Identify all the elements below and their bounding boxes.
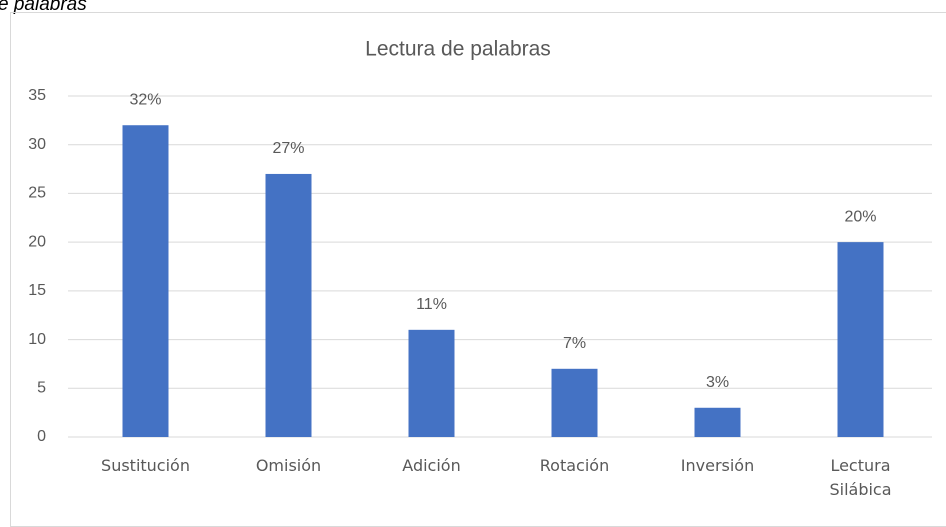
y-tick-label: 10 bbox=[28, 331, 46, 348]
data-label: 20% bbox=[844, 208, 876, 225]
data-label: 27% bbox=[272, 140, 304, 157]
data-label: 3% bbox=[706, 374, 729, 391]
x-tick-label: Inversión bbox=[680, 456, 755, 475]
bar bbox=[551, 368, 598, 437]
y-tick-label: 5 bbox=[37, 380, 46, 397]
caption: e palabras bbox=[0, 0, 87, 15]
data-label: 32% bbox=[129, 91, 161, 108]
bar bbox=[265, 173, 312, 437]
bar bbox=[694, 407, 741, 437]
data-label: 7% bbox=[563, 335, 586, 352]
x-tick-label: Lectura Silábica bbox=[829, 456, 892, 499]
y-tick-label: 15 bbox=[28, 282, 46, 299]
chart-title: Lectura de palabras bbox=[365, 38, 551, 61]
bar bbox=[837, 242, 884, 437]
y-tick-label: 30 bbox=[28, 136, 46, 153]
data-label: 11% bbox=[416, 296, 447, 313]
bar bbox=[408, 329, 455, 437]
y-tick-label: 25 bbox=[28, 185, 46, 202]
bar bbox=[122, 125, 169, 437]
x-tick-label: Omisión bbox=[255, 456, 322, 475]
y-tick-label: 0 bbox=[37, 428, 46, 445]
y-tick-label: 35 bbox=[28, 87, 46, 104]
y-tick-label: 20 bbox=[28, 233, 46, 250]
x-tick-label: Adición bbox=[402, 456, 461, 475]
x-tick-label: Rotación bbox=[539, 456, 610, 475]
x-tick-label: Sustitución bbox=[101, 456, 190, 475]
